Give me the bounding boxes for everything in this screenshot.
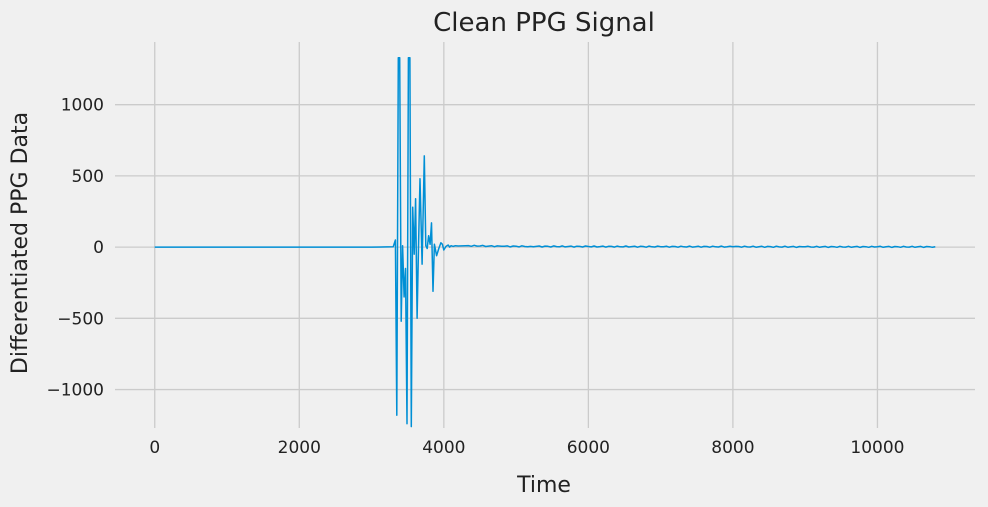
x-tick-label: 8000 [711,438,754,458]
x-tick-label: 10000 [850,438,904,458]
y-axis-label: Differentiated PPG Data [8,112,33,374]
chart-title: Clean PPG Signal [433,8,655,38]
y-tick-label: 500 [72,167,104,187]
plot-area [154,56,936,428]
y-axis-ticks: −1000 −500 0 500 1000 [46,96,104,401]
y-tick-label: 0 [93,238,104,258]
x-axis-ticks: 0 2000 4000 6000 8000 10000 [149,438,904,458]
x-tick-label: 4000 [422,438,465,458]
y-tick-label: −500 [57,309,104,329]
x-tick-label: 6000 [567,438,610,458]
x-axis-label: Time [516,473,571,498]
x-tick-label: 2000 [278,438,321,458]
ppg-signal-line [154,56,936,428]
y-tick-label: −1000 [46,381,104,401]
x-tick-label: 0 [149,438,160,458]
y-tick-label: 1000 [61,96,104,116]
